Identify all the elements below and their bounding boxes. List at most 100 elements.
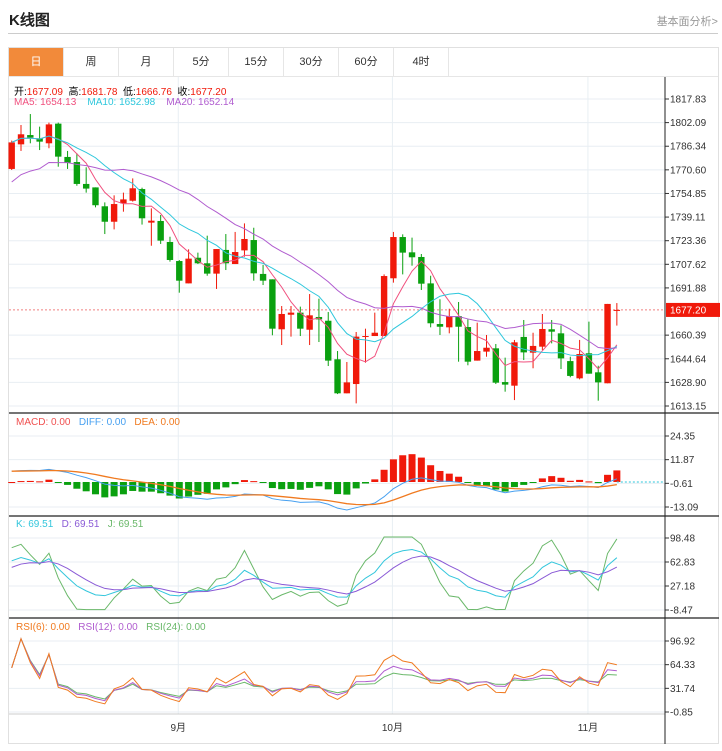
macd-bar bbox=[73, 482, 81, 489]
candle-body bbox=[352, 336, 360, 385]
macd-bar bbox=[455, 476, 463, 482]
rsi-tick-label: -0.85 bbox=[670, 708, 693, 719]
candle-body bbox=[548, 329, 555, 332]
tab-5min[interactable]: 5分 bbox=[174, 48, 229, 76]
candle-body bbox=[306, 315, 313, 330]
macd-tick-label: 24.35 bbox=[670, 432, 695, 443]
tab-30min[interactable]: 30分 bbox=[284, 48, 339, 76]
price-tick-label: 1644.64 bbox=[670, 354, 707, 365]
price-tick-label: 1817.83 bbox=[670, 95, 707, 106]
candle-body bbox=[427, 283, 434, 324]
tab-60min[interactable]: 60分 bbox=[339, 48, 394, 76]
macd-bar bbox=[203, 482, 211, 494]
candle-body bbox=[250, 240, 257, 274]
rsi-tick-label: 96.92 bbox=[670, 637, 695, 648]
candle-body bbox=[148, 220, 155, 223]
macd-bar bbox=[250, 481, 258, 483]
macd-bar bbox=[194, 482, 202, 495]
tab-day[interactable]: 日 bbox=[9, 48, 64, 76]
candle bbox=[250, 227, 257, 281]
candle-body bbox=[418, 256, 425, 284]
candle bbox=[511, 339, 518, 401]
macd-bar bbox=[436, 470, 444, 482]
open-label: 开: bbox=[14, 87, 27, 98]
candle bbox=[576, 339, 583, 380]
candle-body bbox=[390, 237, 397, 279]
candle bbox=[334, 351, 341, 395]
candle bbox=[492, 343, 500, 385]
month-label: 11月 bbox=[578, 722, 598, 734]
candle-body bbox=[157, 220, 164, 241]
candle bbox=[213, 249, 220, 289]
candle-body bbox=[259, 273, 267, 281]
macd-bar bbox=[520, 482, 528, 485]
candle-body bbox=[380, 276, 388, 337]
price-tick-label: 1660.39 bbox=[670, 331, 707, 342]
tab-week[interactable]: 周 bbox=[64, 48, 119, 76]
macd-bar bbox=[408, 454, 416, 482]
candle-body bbox=[446, 316, 453, 328]
j-value: J: 69.51 bbox=[107, 519, 144, 530]
candle-body bbox=[101, 206, 108, 222]
macd-bar bbox=[147, 482, 155, 492]
price-tick-label: 1754.85 bbox=[670, 189, 707, 200]
candle bbox=[129, 178, 136, 202]
price-tick-label: 1707.62 bbox=[670, 260, 707, 271]
candle-body bbox=[520, 336, 527, 353]
candle bbox=[148, 208, 155, 246]
macd-bar bbox=[343, 482, 351, 495]
candle-body bbox=[17, 134, 25, 145]
macd-bar bbox=[315, 482, 323, 487]
macd-tick-label: -13.09 bbox=[670, 503, 699, 514]
candle bbox=[45, 122, 53, 149]
candle bbox=[362, 328, 369, 363]
candle bbox=[548, 319, 555, 344]
candle bbox=[567, 356, 574, 378]
period-tabs: 日 周 月 5分 15分 30分 60分 4时 bbox=[9, 48, 718, 77]
candle bbox=[501, 357, 509, 392]
kdj-info: K: 69.51 D: 69.51 J: 69.51 bbox=[16, 519, 143, 530]
ma5-line bbox=[11, 135, 618, 370]
candle-body bbox=[492, 348, 500, 383]
fundamental-analysis-link[interactable]: 基本面分析> bbox=[656, 16, 718, 28]
rsi6-value: RSI(6): 0.00 bbox=[16, 622, 70, 633]
candle bbox=[176, 259, 183, 293]
macd-bar bbox=[427, 465, 435, 482]
tab-month[interactable]: 月 bbox=[119, 48, 174, 76]
dea-value: DEA: 0.00 bbox=[134, 417, 180, 428]
candle-body bbox=[55, 123, 62, 157]
candle-body bbox=[297, 312, 304, 329]
candle-body bbox=[529, 345, 537, 353]
macd-bar bbox=[510, 482, 518, 488]
chart-frame bbox=[8, 47, 719, 744]
candle bbox=[483, 334, 490, 357]
candle-body bbox=[73, 162, 81, 184]
macd-bar bbox=[399, 455, 407, 482]
macd-bar bbox=[157, 482, 165, 494]
candle bbox=[73, 153, 81, 186]
macd-bar bbox=[82, 482, 90, 492]
kdj-tick-label: 98.48 bbox=[670, 534, 695, 545]
ma10-value: MA10: 1652.98 bbox=[87, 97, 156, 108]
tab-15min[interactable]: 15分 bbox=[229, 48, 284, 76]
macd-bar bbox=[231, 482, 239, 485]
open-value: 1677.09 bbox=[26, 87, 63, 98]
candle-body bbox=[138, 189, 146, 219]
rsi24-value: RSI(24): 0.00 bbox=[146, 622, 206, 633]
candle bbox=[557, 325, 565, 370]
candle-body bbox=[362, 336, 369, 338]
candle-body bbox=[613, 309, 621, 311]
month-label: 10月 bbox=[382, 722, 403, 734]
page-title: K线图 bbox=[9, 12, 50, 29]
candle-body bbox=[483, 347, 490, 352]
macd-bar bbox=[36, 481, 44, 483]
tab-4hour[interactable]: 4时 bbox=[394, 48, 449, 76]
kdj-tick-label: 62.83 bbox=[670, 558, 695, 569]
candle-body bbox=[64, 156, 71, 163]
macd-bar bbox=[371, 479, 379, 482]
last-price-badge bbox=[666, 302, 720, 317]
macd-bar bbox=[473, 482, 481, 485]
rsi12-line bbox=[11, 637, 617, 702]
j-line bbox=[11, 536, 618, 611]
